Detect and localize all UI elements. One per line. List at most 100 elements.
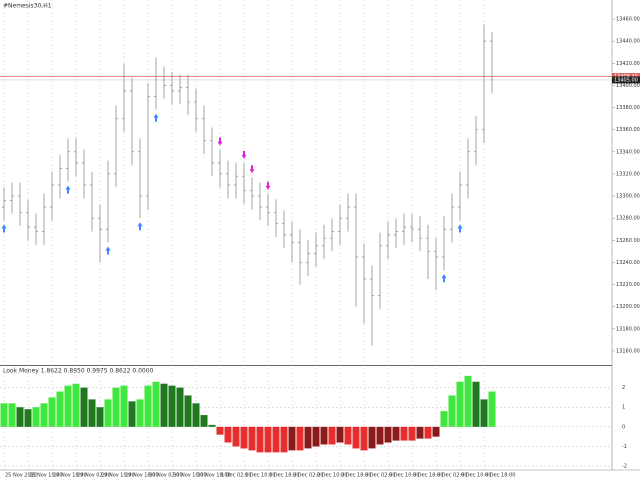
x-tick-label: 2 Dec 10:00 (317, 473, 347, 479)
hist-bar (440, 411, 448, 427)
hist-bar (112, 387, 120, 427)
hist-bar (40, 403, 48, 427)
hist-bar (144, 385, 152, 427)
y-tick-label: 13240.00 (616, 260, 640, 266)
hist-bar (296, 426, 304, 451)
signal-arrow (105, 246, 111, 255)
signal-arrow (153, 113, 159, 122)
y-tick-label: 13360.00 (616, 127, 640, 133)
hist-bar (424, 426, 432, 439)
hist-bar (432, 426, 440, 437)
hist-bar (328, 426, 336, 445)
signal-arrow (249, 165, 255, 174)
x-tick-label: 29 Nov 02:00 (77, 473, 111, 479)
hist-bar (72, 383, 80, 427)
x-tick-label: 28 Nov 10:00 (29, 473, 63, 479)
hist-bar (248, 426, 256, 451)
y-tick-label: 13440.00 (616, 39, 640, 45)
signal-arrow (457, 224, 463, 233)
indicator-title: Look Money 1.8622 0.8950 0.9975 0.8622 0… (3, 368, 154, 375)
hist-bar (136, 399, 144, 427)
x-tick-label: 28 Nov 18:00 (53, 473, 87, 479)
hist-bar (192, 403, 200, 427)
hist-bar (168, 385, 176, 427)
hist-bar (312, 426, 320, 447)
signal-arrow (441, 274, 447, 283)
hist-bar (464, 375, 472, 427)
hist-bar (48, 397, 56, 427)
signal-arrow (137, 222, 143, 231)
x-tick-label: 30 Nov 10:00 (173, 473, 207, 479)
hist-bar (208, 424, 216, 427)
hist-bar (456, 381, 464, 427)
x-tick-label: 6 Dec 10:00 (461, 473, 491, 479)
hist-bar (8, 403, 16, 427)
x-tick-label: 25 Nov 2022 (5, 473, 37, 479)
signal-arrow (1, 224, 7, 233)
hist-bar (96, 407, 104, 427)
hist-bar (232, 426, 240, 447)
x-tick-label: 1 Dec 10:00 (245, 473, 275, 479)
signal-arrow (65, 185, 71, 194)
y-tick-label: 13320.00 (616, 171, 640, 177)
x-tick-label: 29 Nov 18:00 (125, 473, 159, 479)
hist-bar (200, 415, 208, 427)
y-tick-label: -2 (622, 464, 627, 470)
hist-bar (88, 399, 96, 427)
hist-bar (120, 385, 128, 427)
hist-bar (488, 391, 496, 427)
y-tick-label: 13220.00 (616, 282, 640, 288)
hist-bar (56, 391, 64, 427)
hist-bar (408, 426, 416, 441)
y-tick-label: 13180.00 (616, 326, 640, 332)
y-tick-label: 13400.00 (616, 83, 640, 89)
x-tick-label: 29 Nov 10:00 (101, 473, 135, 479)
hist-bar (240, 426, 248, 449)
hist-bar (32, 407, 40, 427)
hist-bar (288, 426, 296, 451)
hist-bar (416, 426, 424, 439)
hist-bar (376, 426, 384, 445)
hist-bar (448, 395, 456, 427)
hist-bar (336, 426, 344, 443)
hist-bar (24, 409, 32, 427)
hist-bar (160, 383, 168, 427)
hist-bar (224, 426, 232, 443)
x-tick-label: 5 Dec 18:00 (413, 473, 443, 479)
last-price-label: 13405.00 (614, 77, 638, 83)
hist-bar (392, 426, 400, 441)
y-tick-label: 13260.00 (616, 238, 640, 244)
chart-title: #Nemesis30,H1 (3, 3, 52, 10)
y-tick-label: -1 (622, 444, 627, 450)
x-tick-label: 1 Dec 18:00 (269, 473, 299, 479)
hist-bar (216, 426, 224, 435)
signal-arrow (241, 150, 247, 159)
y-tick-label: 13420.00 (616, 61, 640, 67)
hist-bar (304, 426, 312, 449)
hist-bar (176, 387, 184, 427)
hist-bar (272, 426, 280, 453)
x-tick-label: 2 Dec 02:00 (293, 473, 323, 479)
y-tick-label: 13460.00 (616, 17, 640, 23)
y-tick-label: 0 (622, 424, 625, 430)
hist-bar (280, 426, 288, 453)
signal-arrow (265, 181, 271, 190)
x-tick-label: 6 Dec 02:00 (437, 473, 467, 479)
x-tick-label: 5 Dec 02:00 (365, 473, 395, 479)
hist-bar (352, 426, 360, 449)
x-tick-label: 30 Nov 02:00 (149, 473, 183, 479)
signal-arrow (217, 137, 223, 146)
y-tick-label: 13200.00 (616, 304, 640, 310)
x-tick-label: 1 Dec 02:00 (221, 473, 251, 479)
y-tick-label: 13380.00 (616, 105, 640, 111)
hist-bar (152, 381, 160, 427)
y-tick-label: 2 (622, 385, 625, 391)
x-tick-label: 2 Dec 18:00 (341, 473, 371, 479)
x-tick-label: 6 Dec 18:00 (485, 473, 515, 479)
hist-bar (384, 426, 392, 443)
hist-bar (480, 399, 488, 427)
hist-bar (472, 381, 480, 427)
hist-bar (0, 403, 8, 427)
